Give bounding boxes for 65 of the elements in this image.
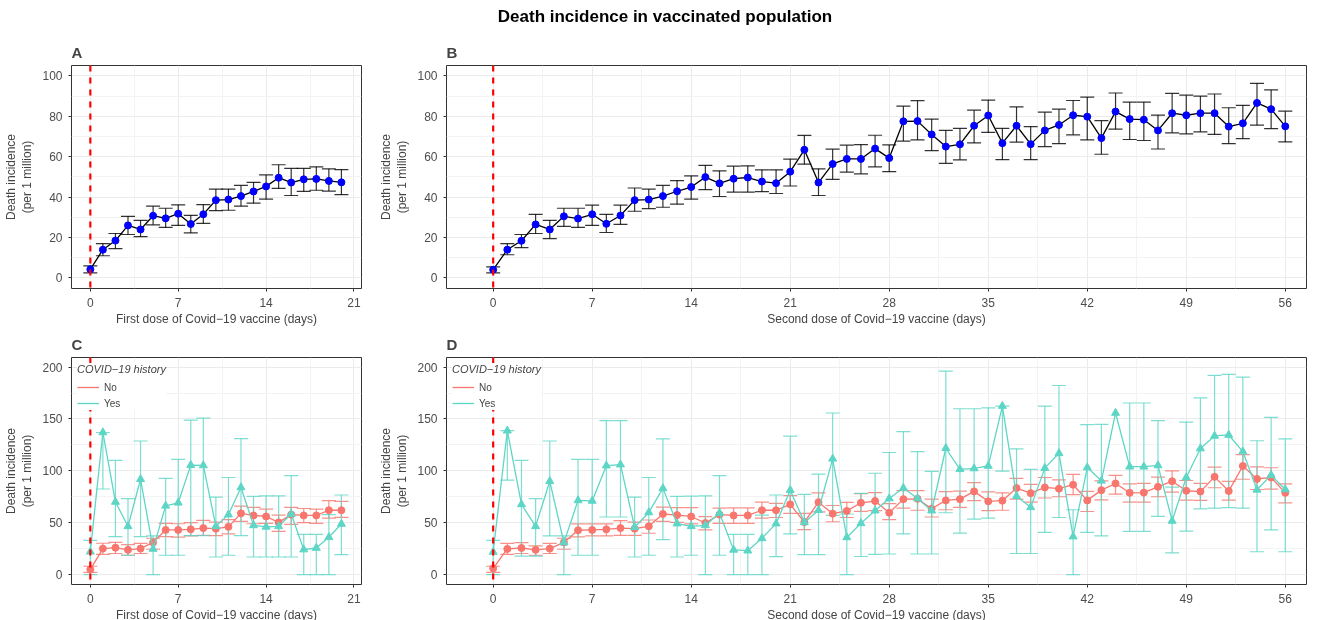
legend-title: COVID−19 history bbox=[452, 363, 541, 375]
y-tick-label: 100 bbox=[42, 69, 63, 84]
y-tick-label: 60 bbox=[49, 150, 63, 165]
x-axis-title: Second dose of Covid−19 vaccine (days) bbox=[767, 311, 986, 326]
x-tick-label: 28 bbox=[882, 295, 897, 310]
x-tick-label: 7 bbox=[588, 295, 596, 310]
chart-title: D bbox=[446, 335, 458, 353]
y-axis-title: Death incidence (per 1 million) bbox=[378, 427, 410, 515]
x-tick-label: 14 bbox=[684, 295, 699, 310]
y-tick-label: 20 bbox=[424, 231, 438, 246]
x-tick-label: 14 bbox=[259, 591, 274, 606]
x-tick-label: 14 bbox=[259, 295, 274, 310]
x-tick-label: 7 bbox=[174, 591, 182, 606]
x-tick-label: 7 bbox=[174, 295, 182, 310]
y-tick-label: 50 bbox=[424, 516, 438, 531]
x-tick-label: 42 bbox=[1080, 591, 1095, 606]
x-tick-label: 42 bbox=[1080, 295, 1095, 310]
x-tick-label: 56 bbox=[1278, 591, 1293, 606]
y-tick-label: 20 bbox=[49, 231, 63, 246]
y-tick-label: 0 bbox=[55, 271, 63, 286]
x-tick-label: 0 bbox=[489, 591, 497, 606]
x-tick-label: 0 bbox=[86, 295, 94, 310]
y-tick-label: 80 bbox=[424, 109, 438, 124]
legend-label: Yes bbox=[104, 396, 122, 410]
x-axis-title: First dose of Covid−19 vaccine (days) bbox=[115, 311, 318, 326]
legend-title: COVID−19 history bbox=[77, 363, 166, 375]
y-tick-label: 200 bbox=[42, 360, 63, 375]
x-tick-label: 21 bbox=[783, 295, 798, 310]
x-tick-label: 14 bbox=[684, 591, 699, 606]
y-tick-label: 100 bbox=[42, 464, 63, 479]
y-tick-label: 150 bbox=[417, 412, 438, 427]
y-tick-label: 200 bbox=[417, 360, 438, 375]
y-tick-label: 0 bbox=[430, 271, 438, 286]
y-tick-label: 40 bbox=[424, 190, 438, 205]
x-tick-label: 56 bbox=[1278, 295, 1293, 310]
y-tick-label: 0 bbox=[55, 568, 63, 583]
y-tick-label: 50 bbox=[49, 516, 63, 531]
chart-title: C bbox=[71, 335, 83, 353]
y-tick-label: 80 bbox=[49, 109, 63, 124]
text: Death incidence in vaccinated population bbox=[496, 6, 834, 28]
x-tick-label: 21 bbox=[783, 591, 798, 606]
x-tick-label: 21 bbox=[347, 591, 361, 606]
y-tick-label: 150 bbox=[42, 412, 63, 427]
chart-title: A bbox=[71, 43, 83, 61]
legend-label: Yes bbox=[479, 396, 497, 410]
y-axis-title: Death incidence (per 1 million) bbox=[3, 133, 35, 221]
x-tick-label: 0 bbox=[86, 591, 94, 606]
x-tick-label: 49 bbox=[1179, 591, 1194, 606]
legend-label: No bbox=[104, 380, 118, 394]
x-tick-label: 21 bbox=[347, 295, 361, 310]
x-tick-label: 35 bbox=[981, 295, 996, 310]
y-axis-title: Death incidence (per 1 million) bbox=[378, 133, 410, 221]
y-tick-label: 100 bbox=[417, 464, 438, 479]
x-tick-label: 35 bbox=[981, 591, 996, 606]
x-tick-label: 49 bbox=[1179, 295, 1194, 310]
x-tick-label: 28 bbox=[882, 591, 897, 606]
chart-title: B bbox=[446, 43, 458, 61]
y-tick-label: 100 bbox=[417, 69, 438, 84]
x-tick-label: 7 bbox=[588, 591, 596, 606]
x-tick-label: 0 bbox=[489, 295, 497, 310]
legend-label: No bbox=[479, 380, 493, 394]
y-tick-label: 0 bbox=[430, 568, 438, 583]
y-tick-label: 40 bbox=[49, 190, 63, 205]
y-axis-title: Death incidence (per 1 million) bbox=[3, 427, 35, 515]
y-tick-label: 60 bbox=[424, 150, 438, 165]
